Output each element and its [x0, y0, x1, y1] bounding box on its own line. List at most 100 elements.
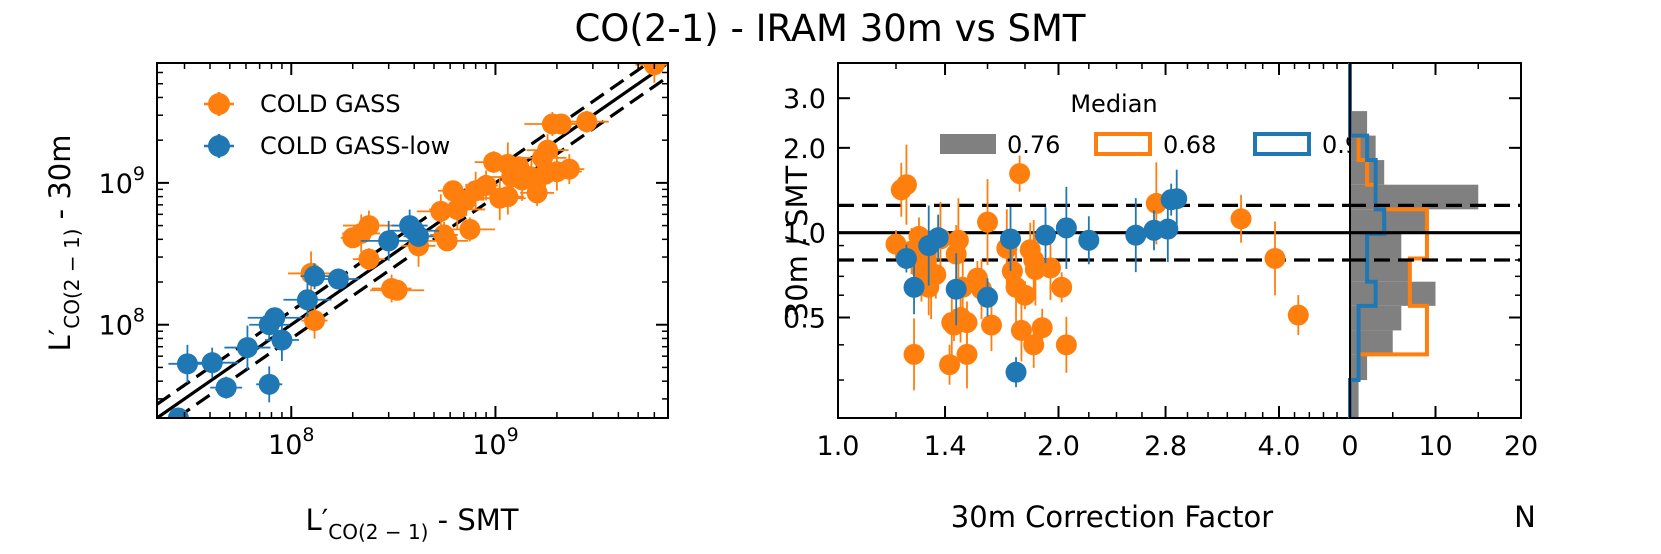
panel-b-point-0-42-marker — [1287, 304, 1309, 326]
panel-b-point-0-37 — [1051, 272, 1073, 303]
panel-b-point-0-40-marker — [1230, 208, 1252, 230]
panel-a-point-0-7-marker — [386, 279, 408, 301]
panel-a-y-tick-label-0-base: 10 — [99, 311, 133, 342]
panel-b-x-tick-label-0: 1.0 — [817, 431, 860, 462]
panel-a-point-0-32-marker — [558, 158, 580, 180]
panel-a-x-tick-label-1-exp: 9 — [507, 424, 519, 446]
panel-a-point-0-11-marker — [436, 230, 458, 252]
panel-b-point-0-29-marker — [1010, 319, 1032, 341]
panel-b-point-1-8-marker — [1035, 224, 1057, 246]
panel-a-point-0-33-marker — [576, 111, 598, 133]
panel-b-point-0-16 — [947, 198, 969, 283]
panel-b-point-0-29 — [1010, 299, 1032, 362]
panel-b-point-0-35-marker — [1031, 317, 1053, 339]
legend-marker-cold-gass — [208, 93, 230, 115]
panel-b-x-tick-label-1: 1.4 — [924, 431, 967, 462]
panel-b-point-1-0-marker — [895, 247, 917, 269]
panel-b-x-tick-label-4: 4.0 — [1258, 431, 1301, 462]
panel-a-point-1-12 — [360, 220, 417, 261]
panel-b-point-1-4-marker — [945, 278, 967, 300]
panel-a-point-0-35-marker — [643, 63, 665, 76]
panel-b-point-1-11-marker — [1125, 224, 1147, 246]
panel-b-point-0-2-marker — [895, 174, 917, 196]
panel-a-point-0-2 — [342, 210, 395, 241]
figure-title: CO(2-1) - IRAM 30m vs SMT — [574, 7, 1085, 50]
panel-a-point-0-2-marker — [358, 215, 380, 237]
panel-a-point-0-28-marker — [537, 139, 559, 161]
panel-b-point-0-2 — [895, 144, 917, 225]
panel-a-point-0-20-marker — [497, 186, 519, 208]
panel-a-point-0-17-marker — [475, 174, 497, 196]
panel-a-point-1-10-marker — [304, 265, 326, 287]
panel-b-point-1-3-marker — [927, 227, 949, 249]
panel-a-y-tick-label-1-base: 10 — [99, 169, 133, 200]
legend-marker-cold-gass-low — [208, 135, 230, 157]
panel-a-y-tick-label-0-exp: 8 — [133, 305, 145, 327]
panel-b-point-1-8 — [1035, 207, 1057, 264]
panel-b-point-1-9-marker — [1055, 217, 1077, 239]
panel-a-point-1-5 — [256, 366, 283, 403]
panel-a-point-0-25-marker — [526, 182, 548, 204]
panel-b-y-axis-label: 30m / SMT — [780, 165, 814, 320]
panel-b-point-0-40 — [1230, 194, 1252, 243]
panel-c-x-tick-label-2: 20 — [1504, 431, 1538, 462]
legend-median-cold-gass: 0.68 — [1094, 131, 1216, 159]
panel-b-point-0-30 — [1014, 281, 1036, 310]
panel-c-bar-0-7 — [1350, 209, 1427, 234]
panel-a-point-0-9-marker — [430, 200, 452, 222]
panel-b-point-0-42 — [1287, 295, 1309, 336]
panel-b-y-tick-label-0: 0.5 — [783, 304, 826, 335]
panel-a-y-axis-label: L′CO(2 − 1) - 30m — [43, 134, 84, 351]
panel-a-point-0-30-marker — [550, 113, 572, 135]
panel-b-y-tick-label-3: 3.0 — [783, 84, 826, 115]
panel-a-point-1-8-marker — [271, 329, 293, 351]
panel-b-point-1-3 — [927, 214, 949, 261]
panel-a-point-0-33 — [564, 110, 609, 133]
panel-a-x-label-rest: - SMT — [428, 503, 518, 537]
panel-b-point-0-41-marker — [1264, 247, 1286, 269]
legend-label-cold-gass-low: COLD GASS-low — [260, 132, 450, 160]
panel-b-y-tick-label-2: 2.0 — [783, 134, 826, 165]
panel-b-point-1-10 — [1078, 216, 1100, 265]
panel-b-x-tick-label-2: 2.0 — [1037, 431, 1080, 462]
panel-a-point-1-5-marker — [258, 373, 280, 395]
panel-a-y-label-rest: - 30m — [43, 134, 77, 228]
panel-a-x-tick-label-1: 109 — [472, 424, 518, 461]
panel-c-plot-area: 0 10 20 — [1341, 62, 1538, 462]
panel-b-point-0-4-marker — [903, 343, 925, 365]
legend-title-median: Median — [1070, 90, 1157, 118]
panel-a-x-tick-label-0: 108 — [268, 424, 314, 461]
panel-b-point-1-10-marker — [1078, 229, 1100, 251]
panel-a-point-1-0-marker — [167, 407, 189, 418]
panel-a-y-label-sub: CO(2 − 1) — [60, 229, 84, 329]
panel-b-point-1-7 — [1005, 357, 1027, 388]
panel-b-x-tick-label-3: 2.8 — [1144, 431, 1187, 462]
panel-a-reference-line-2 — [173, 75, 668, 418]
panel-a-point-1-0 — [166, 407, 191, 418]
panel-a-y-tick-label-1-exp: 9 — [133, 163, 145, 185]
panel-b-point-0-23 — [977, 179, 999, 266]
panel-c-x-axis-label: N — [1514, 500, 1536, 534]
panel-b-point-0-24-marker — [980, 314, 1002, 336]
panel-a-y-tick-label-0: 108 — [99, 305, 145, 342]
panel-b-point-0-4 — [903, 318, 925, 391]
panel-c-bar-0-5 — [1350, 258, 1410, 282]
panel-a-point-1-15 — [403, 225, 434, 247]
panel-b-point-1-6 — [1000, 206, 1022, 271]
legend-swatch-all — [940, 134, 996, 154]
panel-b-point-1-4 — [945, 253, 967, 326]
panel-c-bar-0-11 — [1350, 111, 1368, 136]
panel-a-point-1-15-marker — [408, 225, 430, 247]
panel-b-point-0-28 — [1009, 155, 1031, 192]
panel-a-x-label-sub: CO(2 − 1) — [328, 520, 428, 544]
panel-a-point-0-7 — [370, 279, 425, 301]
panel-b-point-0-38 — [1055, 316, 1077, 373]
panel-b-point-1-15-marker — [1166, 188, 1188, 210]
panel-a-point-0-11 — [426, 230, 469, 252]
panel-a-x-axis-label: L′CO(2 − 1) - SMT — [305, 503, 518, 544]
panel-b-point-1-9 — [1055, 186, 1077, 269]
panel-c-bar-0-2 — [1350, 330, 1393, 355]
